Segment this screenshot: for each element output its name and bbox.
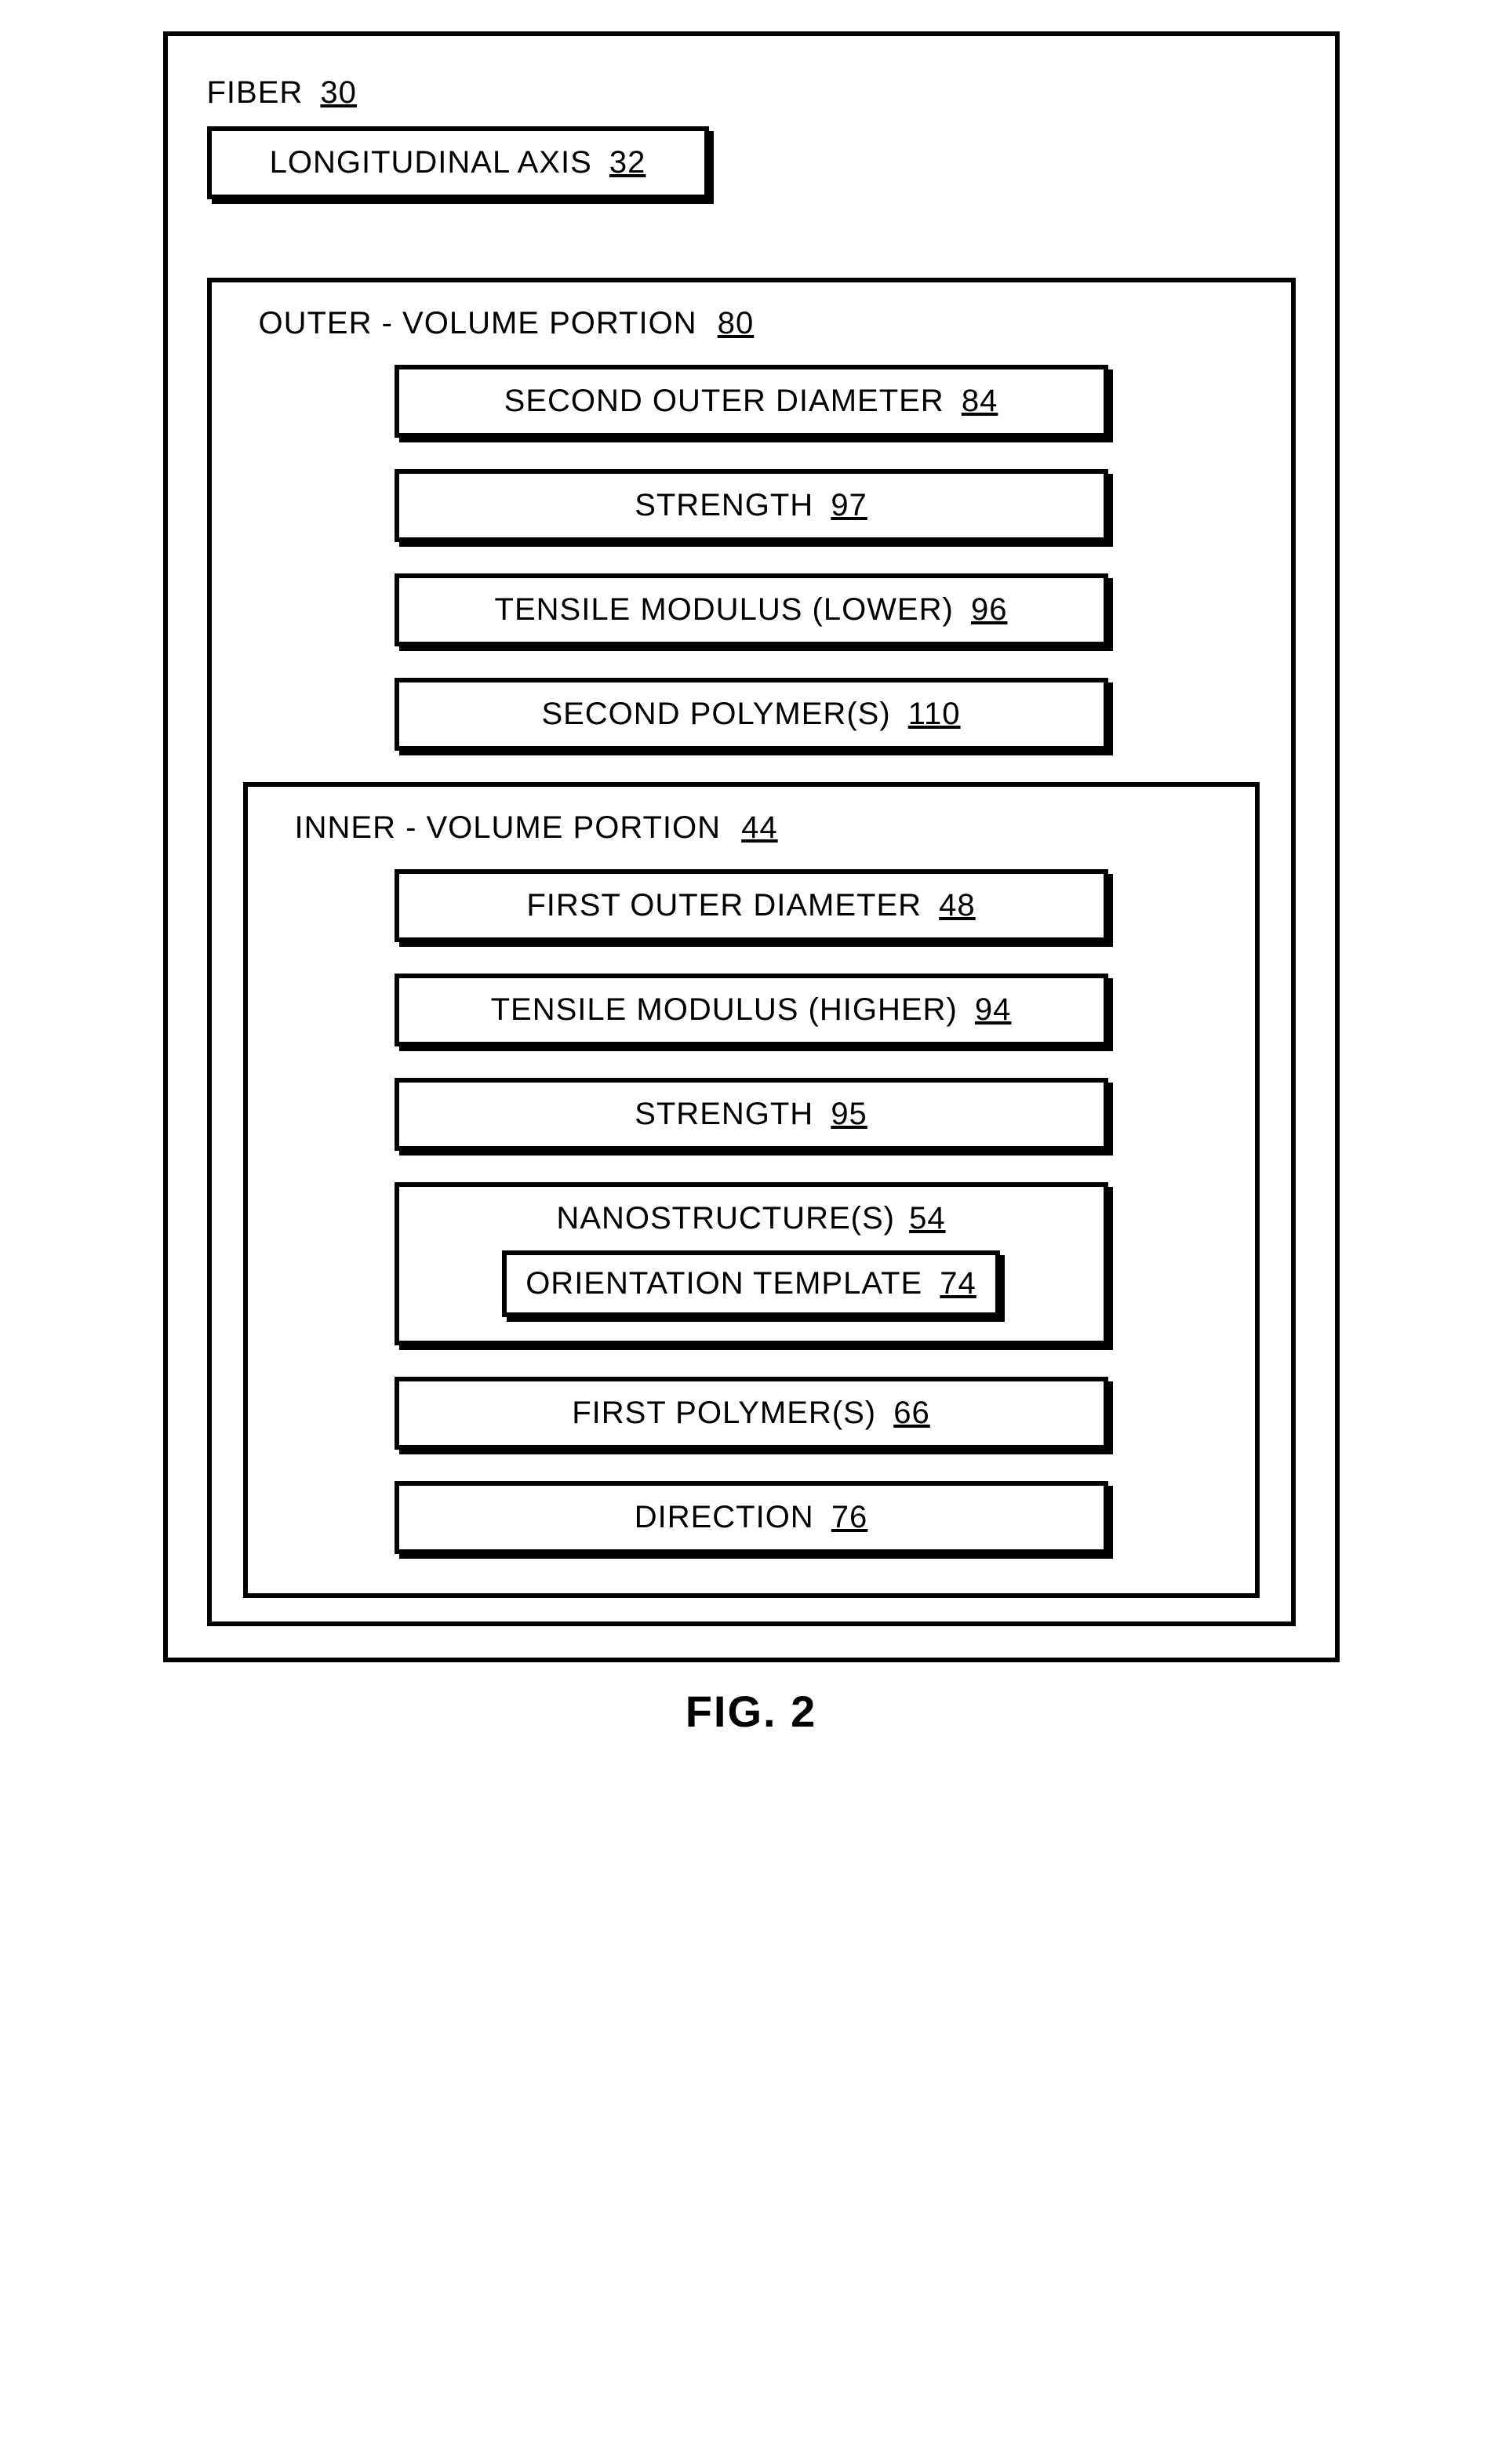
second-polymer-box: SECOND POLYMER(S) 110 (395, 678, 1108, 751)
inner-volume-num: 44 (741, 810, 778, 845)
nano-text: NANOSTRUCTURE(S) (556, 1201, 895, 1236)
fiber-label: FIBER 30 (207, 75, 1296, 111)
inner-volume-container: INNER - VOLUME PORTION 44 FIRST OUTER DI… (243, 782, 1260, 1598)
fod-text: FIRST OUTER DIAMETER (526, 888, 922, 923)
sod-num: 84 (962, 384, 998, 418)
outer-volume-num: 80 (718, 306, 755, 340)
tensile-lower-num: 96 (971, 592, 1008, 627)
outer-volume-label: OUTER - VOLUME PORTION 80 (243, 306, 1260, 341)
nano-title: NANOSTRUCTURE(S) 54 (423, 1201, 1080, 1236)
first-polymer-text: FIRST POLYMER(S) (572, 1396, 876, 1430)
row-nano: NANOSTRUCTURE(S) 54 ORIENTATION TEMPLATE… (279, 1182, 1224, 1345)
orientation-text: ORIENTATION TEMPLATE (526, 1266, 922, 1301)
direction-text: DIRECTION (635, 1500, 814, 1534)
direction-num: 76 (831, 1500, 868, 1534)
figure-label: FIG. 2 (163, 1686, 1340, 1737)
orientation-num: 74 (940, 1266, 976, 1301)
tensile-higher-text: TENSILE MODULUS (HIGHER) (491, 992, 958, 1027)
nano-num: 54 (909, 1201, 946, 1236)
long-axis-text: LONGITUDINAL AXIS (270, 145, 592, 180)
row-second-polymer: SECOND POLYMER(S) 110 (243, 678, 1260, 751)
sod-text: SECOND OUTER DIAMETER (504, 384, 944, 418)
diagram-page: FIBER 30 LONGITUDINAL AXIS 32 OUTER - VO… (163, 31, 1340, 1737)
second-outer-diameter-box: SECOND OUTER DIAMETER 84 (395, 365, 1108, 438)
longitudinal-axis-box: LONGITUDINAL AXIS 32 (207, 126, 709, 199)
fiber-label-text: FIBER (207, 75, 304, 110)
nanostructure-box: NANOSTRUCTURE(S) 54 ORIENTATION TEMPLATE… (395, 1182, 1108, 1345)
outer-volume-text: OUTER - VOLUME PORTION (259, 306, 697, 340)
long-axis-num: 32 (609, 145, 646, 180)
orientation-template-box: ORIENTATION TEMPLATE 74 (502, 1250, 1000, 1317)
strength-outer-box: STRENGTH 97 (395, 469, 1108, 542)
first-polymer-box: FIRST POLYMER(S) 66 (395, 1377, 1108, 1450)
tensile-lower-box: TENSILE MODULUS (LOWER) 96 (395, 573, 1108, 646)
strength-outer-text: STRENGTH (635, 488, 813, 522)
strength-outer-num: 97 (831, 488, 867, 522)
inner-volume-text: INNER - VOLUME PORTION (295, 810, 722, 845)
first-outer-diameter-box: FIRST OUTER DIAMETER 48 (395, 869, 1108, 942)
spacer (207, 231, 1296, 278)
row-fod: FIRST OUTER DIAMETER 48 (279, 869, 1224, 942)
fiber-label-num: 30 (320, 75, 357, 110)
tensile-lower-text: TENSILE MODULUS (LOWER) (495, 592, 954, 627)
row-first-polymer: FIRST POLYMER(S) 66 (279, 1377, 1224, 1450)
first-polymer-num: 66 (893, 1396, 930, 1430)
row-direction: DIRECTION 76 (279, 1481, 1224, 1554)
row-strength-outer: STRENGTH 97 (243, 469, 1260, 542)
row-tensile-higher: TENSILE MODULUS (HIGHER) 94 (279, 974, 1224, 1046)
tensile-higher-num: 94 (975, 992, 1012, 1027)
outer-volume-container: OUTER - VOLUME PORTION 80 SECOND OUTER D… (207, 278, 1296, 1626)
second-polymer-num: 110 (908, 697, 961, 731)
direction-box: DIRECTION 76 (395, 1481, 1108, 1554)
strength-inner-num: 95 (831, 1097, 867, 1131)
second-polymer-text: SECOND POLYMER(S) (541, 697, 890, 731)
inner-volume-label: INNER - VOLUME PORTION 44 (279, 810, 1224, 846)
strength-inner-box: STRENGTH 95 (395, 1078, 1108, 1151)
row-tensile-lower: TENSILE MODULUS (LOWER) 96 (243, 573, 1260, 646)
fiber-container: FIBER 30 LONGITUDINAL AXIS 32 OUTER - VO… (163, 31, 1340, 1662)
strength-inner-text: STRENGTH (635, 1097, 813, 1131)
tensile-higher-box: TENSILE MODULUS (HIGHER) 94 (395, 974, 1108, 1046)
row-strength-inner: STRENGTH 95 (279, 1078, 1224, 1151)
fod-num: 48 (939, 888, 976, 923)
long-axis-row: LONGITUDINAL AXIS 32 (207, 126, 1296, 199)
row-sod: SECOND OUTER DIAMETER 84 (243, 365, 1260, 438)
